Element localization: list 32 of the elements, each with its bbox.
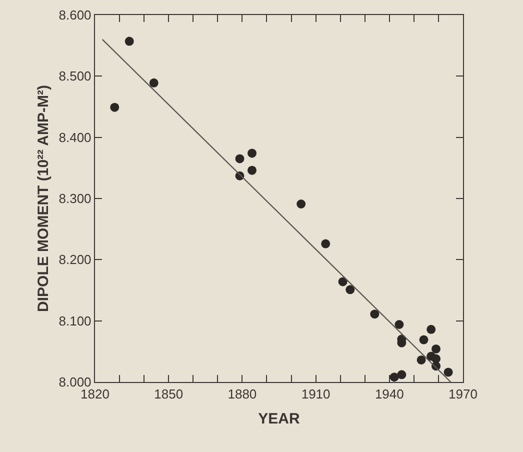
- x-axis-title: YEAR: [258, 410, 300, 428]
- x-tick-label: 1910: [301, 386, 330, 402]
- x-tick-label: 1940: [374, 386, 404, 402]
- point: [296, 200, 306, 208]
- x-tick-label: 1880: [228, 386, 257, 402]
- point: [124, 36, 134, 46]
- point: [248, 148, 257, 158]
- y-tick-label: 8.100: [58, 313, 92, 328]
- point: [370, 310, 380, 319]
- y-tick-label: 8.600: [58, 8, 92, 23]
- x-tick-label: 1850: [154, 386, 184, 402]
- y-axis-title: DIPOLE MOMENT (10²² AMP-M²): [35, 85, 52, 312]
- point: [432, 344, 441, 354]
- point: [338, 277, 348, 286]
- point: [394, 320, 404, 329]
- point: [321, 239, 330, 248]
- point: [416, 355, 426, 364]
- point: [390, 372, 399, 382]
- point: [235, 154, 244, 164]
- point: [149, 78, 158, 88]
- point: [444, 368, 453, 377]
- x-tick-label: 1970: [448, 386, 478, 402]
- point: [248, 166, 257, 175]
- y-tick-label: 8.200: [58, 252, 92, 268]
- point: [419, 335, 428, 344]
- y-tick-label: 8.300: [58, 191, 92, 206]
- y-tick-label: 8.400: [58, 130, 92, 145]
- point: [426, 324, 436, 334]
- point: [397, 370, 406, 380]
- point: [346, 285, 355, 294]
- y-tick-label: 8.500: [58, 68, 92, 84]
- point: [110, 102, 120, 112]
